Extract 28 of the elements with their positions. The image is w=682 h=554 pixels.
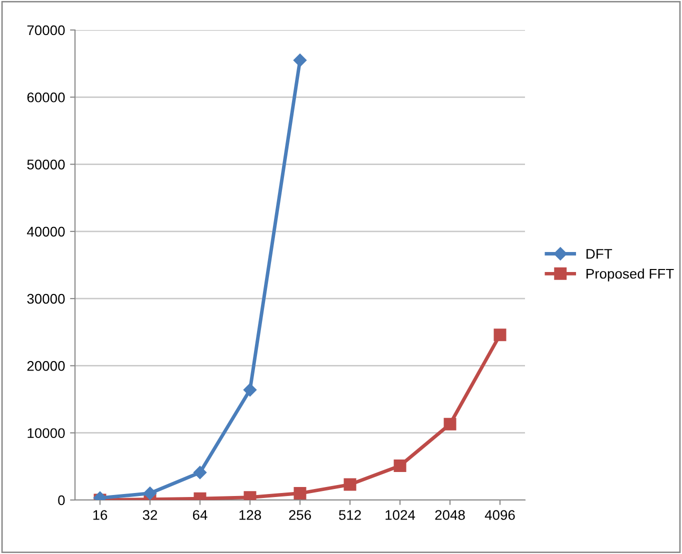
point bbox=[444, 418, 456, 430]
x-tick-label: 1024 bbox=[386, 510, 416, 520]
point bbox=[293, 54, 307, 67]
point bbox=[494, 328, 506, 342]
point bbox=[344, 478, 356, 491]
point bbox=[394, 460, 406, 472]
x-tick-label: 256 bbox=[289, 510, 311, 520]
y-tick-label: 10000 bbox=[28, 428, 65, 438]
y-tick-label: 70000 bbox=[27, 25, 65, 36]
x-tick-label: 16 bbox=[93, 510, 108, 520]
point bbox=[143, 486, 157, 500]
y-tick-label: 0 bbox=[58, 495, 65, 506]
x-tick-label: 2048 bbox=[435, 510, 465, 520]
point bbox=[294, 487, 306, 500]
y-tick-label: 20000 bbox=[27, 361, 65, 371]
x-tick-label: 32 bbox=[142, 510, 158, 520]
y-tick-label: 30000 bbox=[27, 294, 65, 304]
point bbox=[193, 466, 207, 480]
legend-label: DFT bbox=[586, 249, 612, 259]
x-tick-label: 512 bbox=[338, 510, 361, 520]
x-tick-label: 64 bbox=[192, 510, 208, 520]
x-tick-label: 4096 bbox=[484, 510, 515, 520]
y-tick-label: 60000 bbox=[27, 92, 65, 102]
y-tick-label: 50000 bbox=[27, 160, 65, 170]
legend-label: Proposed FFT bbox=[586, 268, 674, 282]
point bbox=[243, 383, 257, 396]
y-tick-label: 40000 bbox=[26, 226, 65, 237]
x-tick-label: 128 bbox=[239, 510, 261, 520]
